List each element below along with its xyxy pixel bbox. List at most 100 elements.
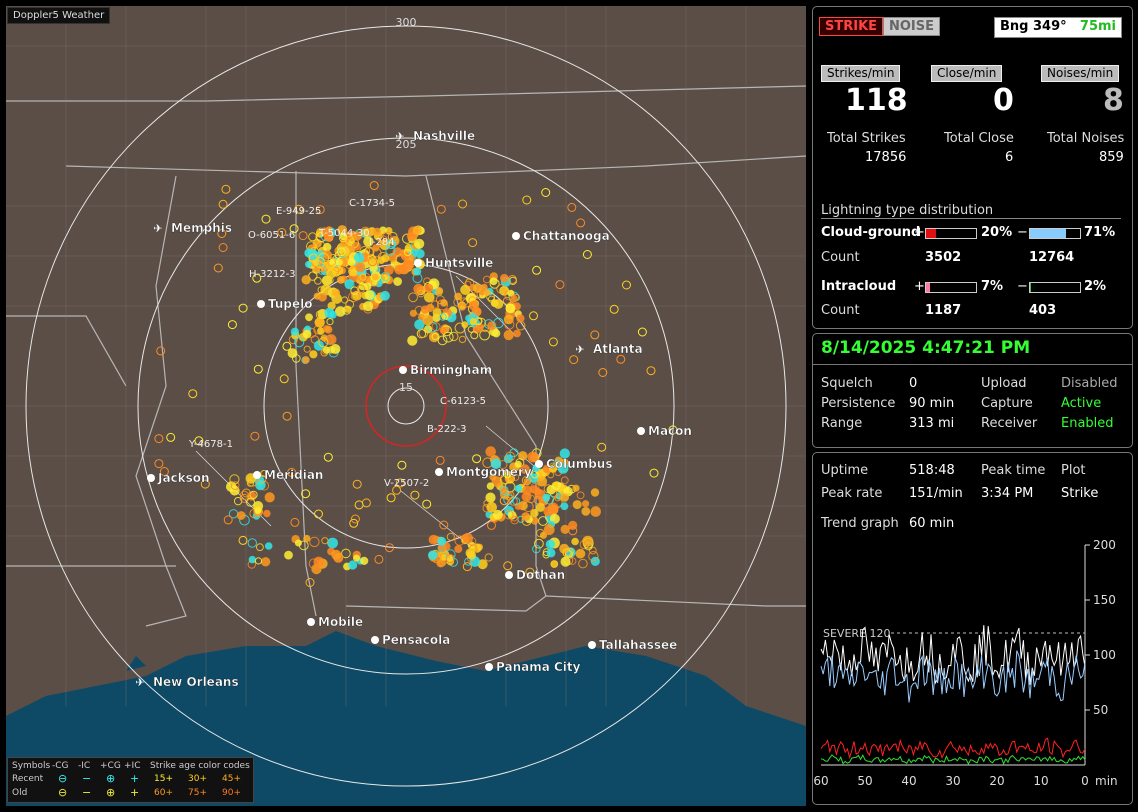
y-tick-label: 50 — [1093, 703, 1108, 717]
strike-symbol — [458, 303, 467, 311]
legend-symbols-label: Symbols — [12, 761, 51, 771]
storm-label[interactable]: I-284 — [369, 237, 395, 248]
strike-symbol — [417, 289, 425, 298]
storm-label[interactable]: Y-4678-1 — [188, 439, 233, 450]
strike-symbol — [588, 546, 597, 555]
strike-button[interactable]: STRIKE — [819, 17, 884, 36]
strike-symbol — [282, 341, 292, 351]
strike-symbol — [575, 548, 586, 559]
ic-plus: + — [914, 279, 925, 294]
cg-plus: + — [914, 225, 925, 240]
old-pos-cg-icon: ⊕ — [106, 786, 116, 799]
y-tick-label: 150 — [1093, 593, 1116, 607]
strike-symbol — [499, 485, 509, 495]
strike-symbol — [303, 345, 311, 353]
strike-symbol — [449, 331, 459, 342]
strike-symbol — [668, 425, 678, 435]
strike-symbol — [582, 500, 590, 508]
strike-symbol — [218, 243, 228, 252]
strike-symbol — [422, 499, 432, 509]
strike-symbol — [327, 537, 339, 549]
old-pos-ic-icon: + — [130, 786, 140, 799]
county-lines — [6, 6, 806, 706]
strike-symbol — [616, 354, 626, 364]
storm-label[interactable]: V-2507-2 — [384, 478, 429, 489]
strike-symbol — [468, 300, 479, 311]
strike-symbol — [503, 314, 514, 325]
ring-label-205: 205 — [396, 138, 417, 151]
strike-symbol — [154, 459, 164, 469]
storm-label[interactable]: C-6123-5 — [440, 396, 486, 407]
strike-symbol — [532, 265, 542, 275]
city-dot-icon — [147, 474, 155, 482]
noise-button[interactable]: NOISE — [883, 17, 941, 36]
legend-recent: Recent — [12, 774, 44, 784]
city-mobile: Mobile — [307, 615, 363, 629]
x-tick-label: 40 — [901, 774, 916, 788]
strike-symbol — [646, 366, 656, 376]
strike-symbol — [521, 512, 531, 521]
legend-h0: -CG — [52, 761, 69, 771]
strike-symbol — [437, 335, 448, 346]
strike-symbol — [445, 554, 455, 564]
storm-label[interactable]: T-5044-30 — [318, 228, 370, 239]
strike-symbol — [392, 485, 402, 495]
strike-symbol — [264, 492, 275, 503]
radar-map[interactable]: 300 205 15 ✈ Nashville ✈ Memphis Chattanooga… — [6, 6, 806, 806]
strike-symbol — [485, 492, 496, 503]
strike-rate-line — [820, 625, 1086, 685]
city-label: Meridian — [264, 468, 323, 482]
storm-label[interactable]: C-1734-5 — [349, 198, 395, 209]
app-title: Doppler5 Weather — [7, 7, 111, 24]
strike-symbol — [572, 500, 582, 510]
city-pensacola: Pensacola — [371, 633, 450, 647]
strike-symbol — [364, 290, 375, 300]
city-chattanooga: Chattanooga — [512, 229, 610, 243]
storm-label[interactable]: E-949-25 — [276, 206, 321, 217]
distribution-title: Lightning type distribution — [821, 203, 1121, 219]
strike-symbol — [479, 329, 491, 341]
total-close: 6 — [1005, 150, 1014, 165]
strike-symbol — [347, 258, 356, 267]
storm-label[interactable]: O-6051-6 — [248, 230, 295, 241]
strike-symbol — [507, 275, 517, 284]
city-label: Memphis — [171, 221, 232, 235]
strike-symbol — [534, 487, 542, 496]
strike-symbol — [254, 507, 262, 515]
strike-symbol — [350, 514, 360, 524]
strike-symbol — [258, 474, 267, 484]
strike-symbol — [327, 257, 336, 267]
strike-symbol — [458, 335, 467, 344]
strike-symbol — [386, 493, 396, 503]
strike-symbol — [493, 317, 504, 329]
strikes-min-header: Strikes/min — [821, 65, 901, 82]
strike-symbol — [252, 273, 262, 283]
strike-symbol — [372, 244, 380, 252]
storm-label[interactable]: B-222-3 — [427, 424, 467, 435]
strike-symbol — [352, 479, 362, 489]
strike-symbol — [221, 184, 231, 194]
city-label: Montgomery — [446, 465, 532, 479]
total-noises: 859 — [1099, 150, 1124, 165]
strike-symbol — [309, 536, 320, 548]
city-atlanta: ✈ Atlanta — [575, 342, 642, 356]
strike-symbol — [609, 304, 619, 314]
strike-symbol — [454, 292, 463, 301]
strike-symbol — [549, 464, 558, 473]
uptime-label: Uptime — [821, 463, 869, 478]
storm-label[interactable]: H-3212-3 — [249, 269, 296, 280]
strike-symbol — [487, 520, 496, 530]
strike-symbol — [227, 320, 237, 330]
strike-symbol — [294, 204, 304, 214]
strike-symbol — [481, 324, 490, 333]
ic-pos-pct: 7% — [981, 279, 1004, 294]
strike-symbol — [569, 355, 579, 365]
strike-symbol — [317, 286, 325, 294]
strike-symbol — [213, 263, 223, 273]
strike-symbol — [560, 524, 570, 535]
city-dot-icon — [371, 636, 379, 644]
strike-symbol — [546, 548, 556, 558]
strike-symbol — [294, 337, 305, 348]
cg-count-label: Count — [821, 250, 860, 265]
